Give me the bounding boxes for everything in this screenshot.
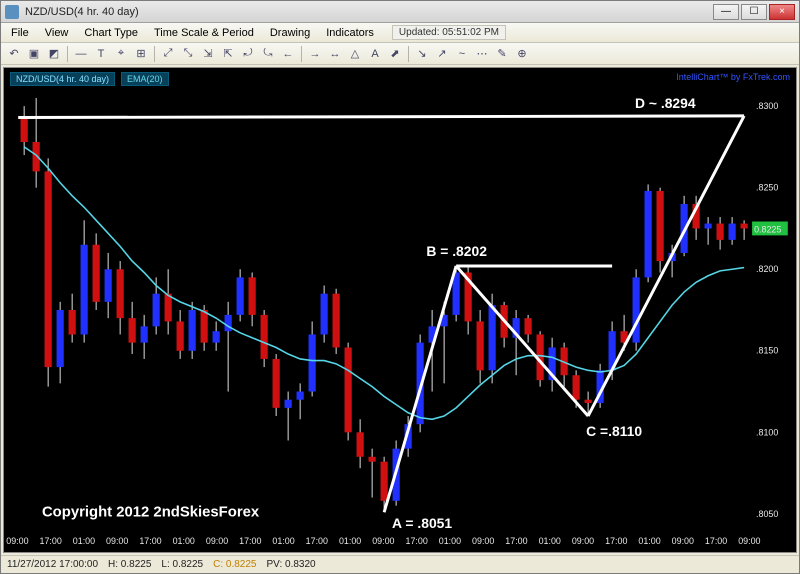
statusbar: 11/27/2012 17:00:00 H: 0.8225 L: 0.8225 … [1, 555, 799, 573]
svg-text:.8250: .8250 [756, 183, 778, 193]
toolbar-btn-4[interactable]: T [92, 45, 110, 63]
svg-text:09:00: 09:00 [372, 536, 394, 546]
status-datetime: 11/27/2012 17:00:00 [7, 559, 98, 570]
minimize-button[interactable]: — [713, 4, 739, 20]
toolbar-btn-5[interactable]: ⌖ [112, 45, 130, 63]
toolbar-btn-18[interactable]: ⬈ [386, 45, 404, 63]
toolbar-btn-14[interactable]: → [306, 45, 324, 63]
ema-chip[interactable]: EMA(20) [121, 72, 169, 86]
toolbar-btn-15[interactable]: ↔ [326, 45, 344, 63]
svg-text:Copyright 2012 2ndSkiesForex: Copyright 2012 2ndSkiesForex [42, 504, 260, 520]
chart-area[interactable]: NZD/USD(4 hr. 40 day) EMA(20) IntelliCha… [3, 67, 797, 553]
toolbar-btn-0[interactable]: ↶ [5, 45, 23, 63]
toolbar-btn-12[interactable]: ⤿ [259, 45, 277, 63]
svg-text:01:00: 01:00 [73, 536, 95, 546]
toolbar-btn-21[interactable]: ~ [453, 45, 471, 63]
toolbar-btn-9[interactable]: ⇲ [199, 45, 217, 63]
window-buttons: — ☐ × [713, 4, 795, 20]
menubar: File View Chart Type Time Scale & Period… [1, 23, 799, 43]
toolbar-btn-17[interactable]: A [366, 45, 384, 63]
svg-text:09:00: 09:00 [106, 536, 128, 546]
toolbar-btn-20[interactable]: ↗ [433, 45, 451, 63]
svg-text:09:00: 09:00 [672, 536, 694, 546]
symbol-chip[interactable]: NZD/USD(4 hr. 40 day) [10, 72, 115, 86]
svg-text:.8100: .8100 [756, 427, 778, 437]
svg-text:A = .8051: A = .8051 [392, 515, 452, 531]
svg-text:.8050: .8050 [756, 509, 778, 519]
titlebar: NZD/USD(4 hr. 40 day) — ☐ × [1, 1, 799, 23]
svg-text:17:00: 17:00 [139, 536, 161, 546]
toolbar-btn-7[interactable]: ⤢ [159, 45, 177, 63]
close-button[interactable]: × [769, 4, 795, 20]
svg-text:09:00: 09:00 [206, 536, 228, 546]
toolbar-btn-24[interactable]: ⊕ [513, 45, 531, 63]
svg-text:17:00: 17:00 [306, 536, 328, 546]
status-h: H: 0.8225 [108, 559, 151, 570]
svg-text:09:00: 09:00 [472, 536, 494, 546]
svg-text:D ~ .8294: D ~ .8294 [635, 95, 696, 111]
toolbar-btn-6[interactable]: ⊞ [132, 45, 150, 63]
svg-text:01:00: 01:00 [173, 536, 195, 546]
svg-text:09:00: 09:00 [6, 536, 28, 546]
svg-text:17:00: 17:00 [705, 536, 727, 546]
svg-text:01:00: 01:00 [638, 536, 660, 546]
toolbar-btn-16[interactable]: △ [346, 45, 364, 63]
toolbar-btn-19[interactable]: ↘ [413, 45, 431, 63]
svg-text:.8300: .8300 [756, 101, 778, 111]
menu-time-scale[interactable]: Time Scale & Period [148, 25, 260, 41]
svg-text:B = .8202: B = .8202 [426, 243, 487, 259]
toolbar-btn-13[interactable]: ← [279, 45, 297, 63]
chart-svg: .8050 .8100 .8150 .8200 .8250 .8300 09:00 17:00… [4, 68, 796, 552]
toolbar-btn-11[interactable]: ⤾ [239, 45, 257, 63]
updated-label: Updated: 05:51:02 PM [392, 25, 506, 40]
menu-view[interactable]: View [39, 25, 75, 41]
maximize-button[interactable]: ☐ [741, 4, 767, 20]
menu-drawing[interactable]: Drawing [264, 25, 316, 41]
app-window: NZD/USD(4 hr. 40 day) — ☐ × File View Ch… [0, 0, 800, 574]
svg-text:09:00: 09:00 [738, 536, 760, 546]
chart-header: NZD/USD(4 hr. 40 day) EMA(20) [10, 72, 169, 86]
toolbar: ↶▣◩ —T⌖⊞ ⤢⤡⇲⇱⤾⤿← →↔△A⬈ ↘↗~⋯✎⊕ [1, 43, 799, 65]
toolbar-btn-10[interactable]: ⇱ [219, 45, 237, 63]
toolbar-btn-3[interactable]: — [72, 45, 90, 63]
toolbar-btn-2[interactable]: ◩ [45, 45, 63, 63]
toolbar-btn-22[interactable]: ⋯ [473, 45, 491, 63]
svg-text:09:00: 09:00 [572, 536, 594, 546]
svg-text:.8200: .8200 [756, 264, 778, 274]
svg-text:C =.8110: C =.8110 [586, 423, 642, 439]
status-c: C: 0.8225 [213, 559, 256, 570]
menu-chart-type[interactable]: Chart Type [78, 25, 144, 41]
status-l: L: 0.8225 [161, 559, 203, 570]
menu-file[interactable]: File [5, 25, 35, 41]
svg-text:01:00: 01:00 [539, 536, 561, 546]
svg-text:01:00: 01:00 [272, 536, 294, 546]
app-icon [5, 5, 19, 19]
svg-text:17:00: 17:00 [239, 536, 261, 546]
svg-text:17:00: 17:00 [505, 536, 527, 546]
toolbar-btn-8[interactable]: ⤡ [179, 45, 197, 63]
brand-label: IntelliChart™ by FxTrek.com [676, 72, 790, 82]
svg-text:.8150: .8150 [756, 346, 778, 356]
svg-text:17:00: 17:00 [605, 536, 627, 546]
svg-text:17:00: 17:00 [40, 536, 62, 546]
toolbar-btn-23[interactable]: ✎ [493, 45, 511, 63]
menu-indicators[interactable]: Indicators [320, 25, 380, 41]
svg-text:17:00: 17:00 [406, 536, 428, 546]
status-pv: PV: 0.8320 [266, 559, 315, 570]
svg-text:01:00: 01:00 [339, 536, 361, 546]
toolbar-btn-1[interactable]: ▣ [25, 45, 43, 63]
svg-text:01:00: 01:00 [439, 536, 461, 546]
svg-text:0.8225: 0.8225 [754, 224, 781, 234]
window-title: NZD/USD(4 hr. 40 day) [25, 6, 713, 18]
